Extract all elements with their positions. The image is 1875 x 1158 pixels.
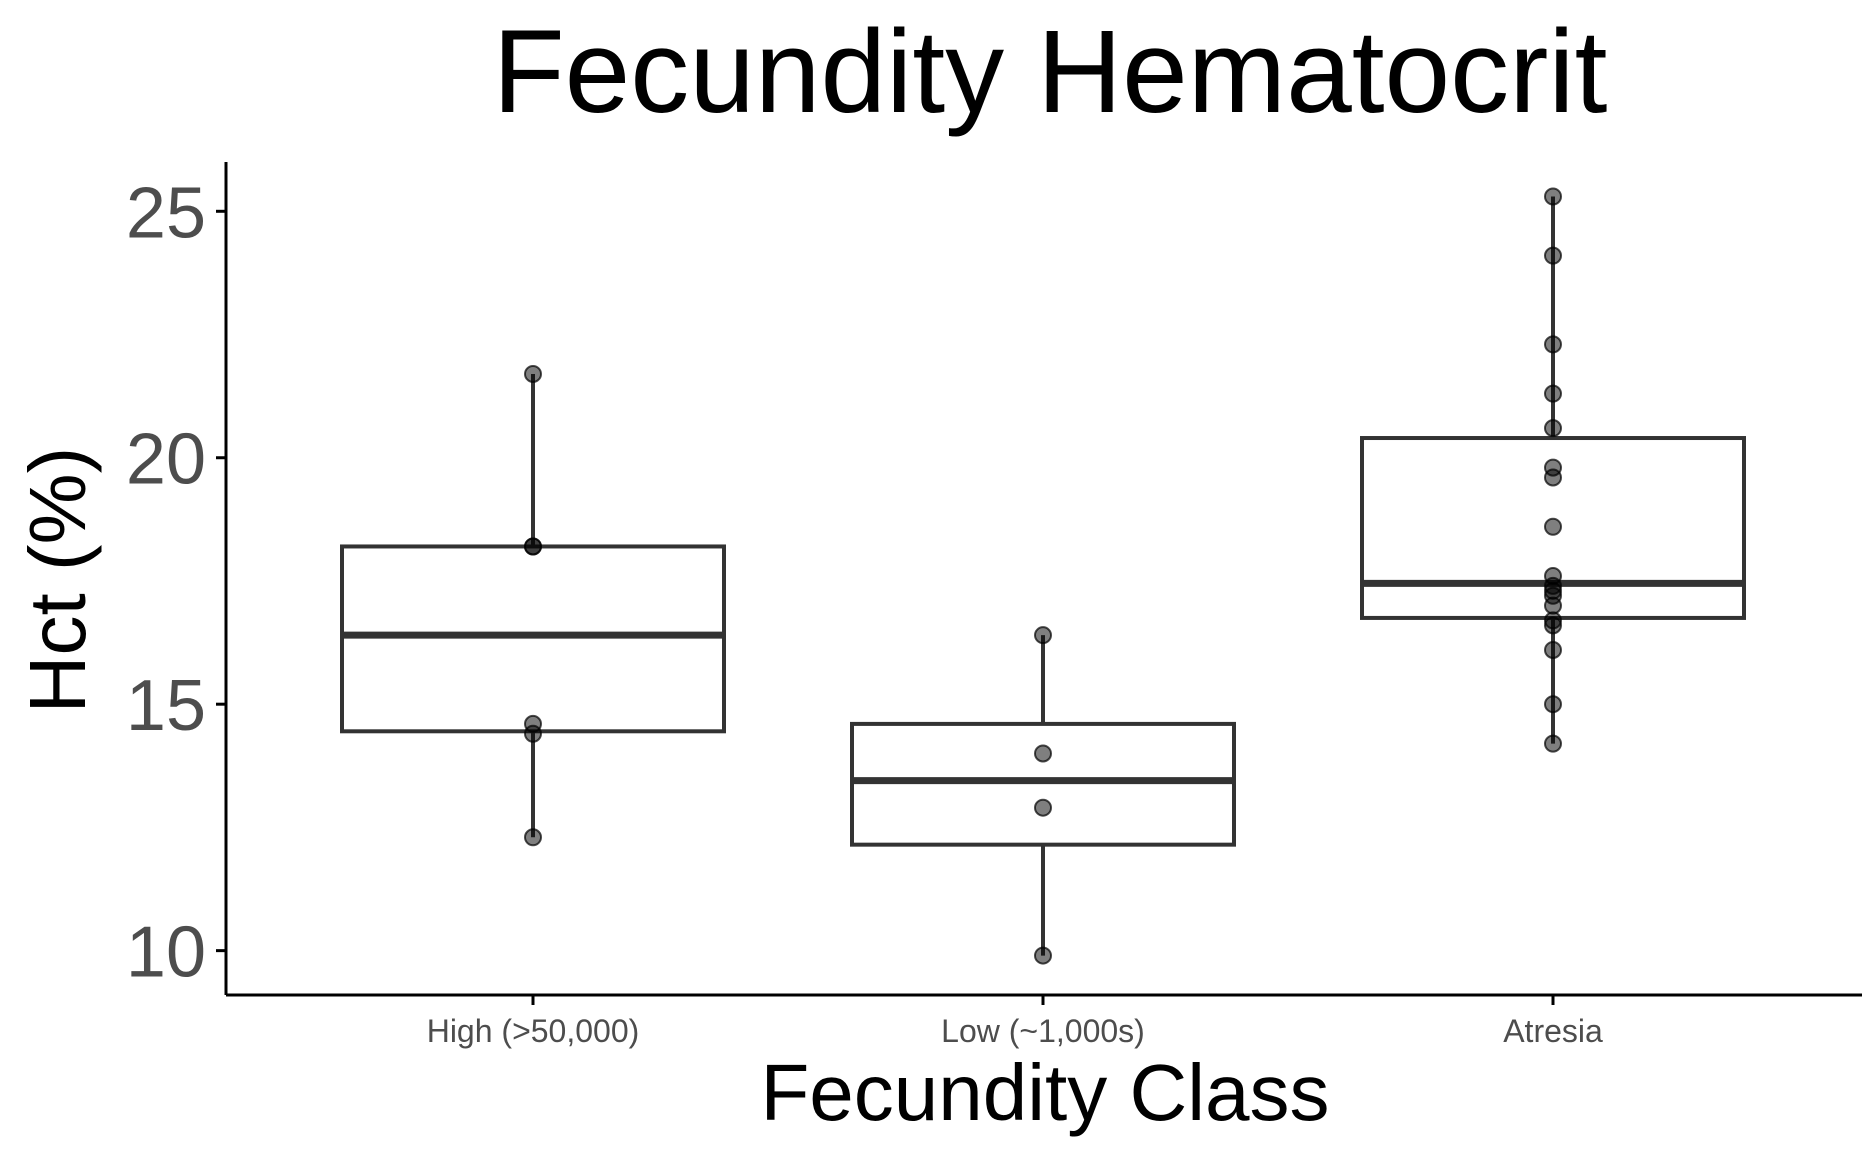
point-3-13: [1544, 596, 1562, 615]
box-2: [850, 721, 1236, 847]
point-1-5: [524, 724, 542, 743]
y-tick-label-25: 25: [126, 173, 206, 253]
y-tick-label-15: 15: [126, 666, 206, 746]
point-3-3: [1544, 335, 1562, 354]
point-3-2: [1544, 246, 1562, 265]
plot-area: 10 15 20 25 High (>50,000) Low (~1,000s) Atres…: [126, 162, 1862, 1049]
box-1: [340, 544, 726, 734]
point-1-1: [524, 364, 542, 383]
chart-title: Fecundity Hematocrit: [493, 6, 1608, 138]
y-tick-label-10: 10: [126, 913, 206, 993]
point-2-3: [1034, 798, 1052, 817]
x-axis-title: Fecundity Class: [760, 1048, 1329, 1137]
point-1-3: [524, 537, 542, 556]
point-3-1: [1544, 187, 1562, 206]
point-3-16: [1544, 640, 1562, 659]
point-3-8: [1544, 517, 1562, 536]
point-2-4: [1034, 946, 1052, 965]
point-3-17: [1544, 695, 1562, 714]
y-tick-label-20: 20: [126, 420, 206, 500]
point-3-4: [1544, 384, 1562, 403]
x-tick-label-2: Low (~1,000s): [941, 1013, 1145, 1049]
point-2-2: [1034, 744, 1052, 763]
point-2-1: [1034, 626, 1052, 645]
x-tick-label-1: High (>50,000): [427, 1013, 640, 1049]
point-3-15: [1544, 616, 1562, 635]
x-tick-label-3: Atresia: [1503, 1013, 1603, 1049]
point-3-7: [1544, 468, 1562, 487]
point-3-5: [1544, 419, 1562, 438]
point-3-18: [1544, 734, 1562, 753]
y-axis-title: Hct (%): [13, 447, 102, 714]
point-1-6: [524, 828, 542, 847]
